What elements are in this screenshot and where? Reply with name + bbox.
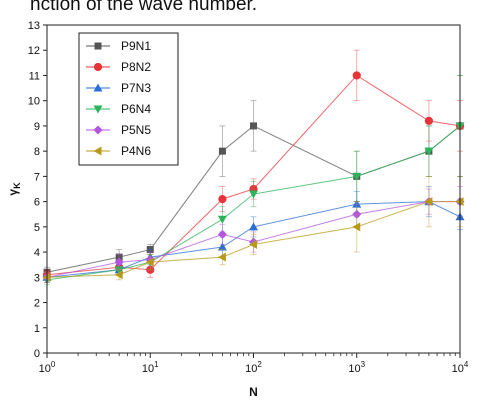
- data-point: [249, 191, 258, 199]
- y-tick-label: 6: [34, 197, 40, 209]
- x-tick-label-exponent: 0: [51, 360, 56, 369]
- legend-label: P6N4: [121, 102, 151, 116]
- data-point: [218, 216, 227, 224]
- y-tick-label: 1: [34, 323, 40, 335]
- x-tick-label: 104: [452, 360, 469, 375]
- x-tick-label-base: 10: [39, 363, 51, 375]
- legend-label: P7N3: [121, 81, 151, 95]
- data-point: [352, 222, 360, 231]
- data-point: [425, 117, 433, 125]
- x-tick-label-base: 10: [142, 363, 154, 375]
- data-point: [353, 71, 361, 79]
- y-tick-label: 8: [34, 146, 40, 158]
- x-axis-ticks: 100 101 102 103 104: [39, 353, 469, 375]
- x-tick-label: 102: [245, 360, 262, 375]
- x-tick-label-exponent: 4: [464, 360, 469, 369]
- legend-label: P8N2: [121, 60, 151, 74]
- y-tick-label: 2: [34, 298, 40, 310]
- x-tick-label: 101: [142, 360, 159, 375]
- y-tick-label: 12: [28, 45, 40, 57]
- y-tick-label: 4: [34, 247, 40, 259]
- x-tick-label-base: 10: [452, 363, 464, 375]
- x-tick-label-base: 10: [348, 363, 360, 375]
- data-point: [250, 122, 257, 129]
- x-tick-label: 103: [348, 360, 365, 375]
- legend-label: P4N6: [121, 144, 151, 158]
- x-axis-title: N: [249, 385, 258, 399]
- y-axis-title-subscript: K: [12, 182, 22, 189]
- y-tick-label: 13: [28, 20, 40, 32]
- legend: P9N1 P8N2 P7N3 P6N4 P5N5 P4N6: [79, 33, 178, 165]
- x-tick-label-exponent: 2: [257, 360, 262, 369]
- y-tick-label: 5: [34, 222, 40, 234]
- x-tick-label-exponent: 3: [361, 360, 366, 369]
- y-tick-label: 9: [34, 121, 40, 133]
- x-tick-label: 100: [39, 360, 56, 375]
- y-tick-label: 11: [29, 70, 40, 82]
- data-point: [218, 195, 226, 203]
- data-point: [219, 148, 226, 155]
- x-tick-label-exponent: 1: [154, 360, 159, 369]
- y-tick-label: 10: [28, 96, 40, 108]
- legend-label: P9N1: [121, 39, 151, 53]
- y-tick-label: 7: [34, 171, 40, 183]
- y-tick-label: 0: [34, 348, 40, 360]
- legend-label: P5N5: [121, 123, 151, 137]
- data-point: [218, 230, 227, 239]
- y-axis-title: γK: [6, 182, 22, 196]
- data-point: [218, 253, 226, 262]
- legend-swatch-marker: [94, 63, 102, 71]
- y-tick-label: 3: [34, 272, 40, 284]
- legend-swatch-marker: [95, 43, 102, 50]
- x-tick-label-base: 10: [245, 363, 257, 375]
